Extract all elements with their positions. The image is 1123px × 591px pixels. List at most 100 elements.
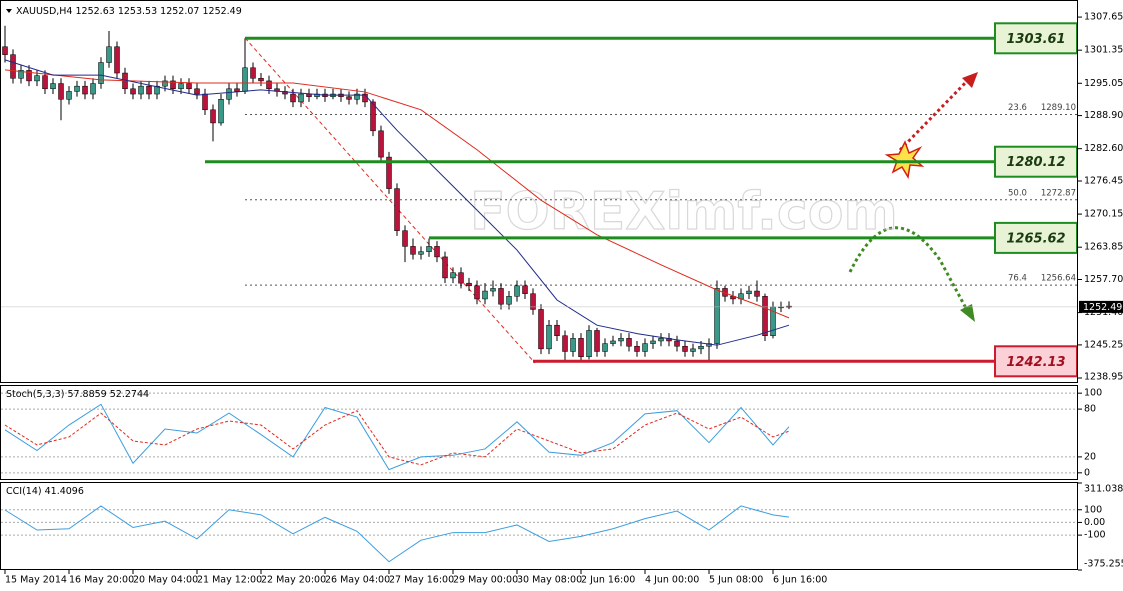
candle-body [66,91,72,100]
level-box [994,221,1078,254]
candle-body [162,80,168,87]
chart-header: XAUUSD,H4 1252.63 1253.53 1252.07 1252.4… [16,6,242,17]
candle-body [498,288,504,305]
y-tick-label: 1238.95 [1084,372,1123,383]
candle-body [226,88,232,100]
candle-body [714,288,720,344]
candle-body [306,93,312,97]
candle-body [210,109,216,124]
candle-body [114,46,120,74]
y-tick-label: 1245.25 [1084,339,1123,350]
candle-body [626,338,632,347]
candle-body [434,246,440,258]
candle-body [10,54,16,79]
last-high: 1253.53 [118,6,157,17]
candle-body [554,324,560,336]
x-tick-label: 4 Jun 00:00 [645,575,699,586]
candle-body [2,46,8,55]
y-tick-label: 311.0386 [1084,484,1123,495]
x-tick-label: 20 May 04:00 [133,575,198,586]
cci-title: CCI(14) [6,486,42,497]
candle-body [346,96,352,100]
candle-body [266,80,272,90]
last-close: 1252.49 [202,6,241,17]
x-tick-label: 5 Jun 08:00 [709,575,763,586]
candle-body [82,85,88,95]
level-box [994,22,1078,55]
y-tick-label: 1257.70 [1084,274,1123,285]
moving-average [4,69,790,319]
y-tick-label: 1307.65 [1084,12,1123,23]
x-tick-label: 21 May 12:00 [197,575,262,586]
indicator-line [4,505,790,563]
candle-body [634,345,640,352]
x-tick-label: 16 May 20:00 [69,575,134,586]
candle-body [18,70,24,79]
cci-header: CCI(14) 41.4096 [6,486,84,497]
down-arrow [848,226,970,313]
candle-body [570,338,576,352]
up-arrow [898,76,972,152]
price-box [1079,300,1123,313]
y-tick-label: -375.2554 [1084,559,1123,570]
y-tick-label: 1282.60 [1084,143,1123,154]
y-tick-label: 1295.05 [1084,78,1123,89]
level-label: 1265.62 [1006,231,1065,246]
candle-body [138,85,144,95]
fibo-price: 1289.10 [1041,103,1076,113]
y-tick-label: 100 [1084,504,1102,515]
candle-body [562,335,568,352]
stoch-k: 57.8859 [67,389,106,400]
candle-body [378,130,384,158]
y-tick-label: 80 [1084,404,1096,415]
y-tick-label: 1288.90 [1084,110,1123,121]
candle-body [34,75,40,82]
x-tick-label: 15 May 2014 [5,575,67,586]
menu-triangle [6,9,12,13]
candle-body [42,75,48,90]
candle-body [466,282,472,287]
candle-body [602,343,608,352]
level-label: 1242.13 [1006,355,1065,370]
candle-body [418,251,424,255]
y-tick-label: 0.00 [1084,517,1105,528]
candle-body [258,78,264,82]
level-box [994,145,1078,178]
candle-body [538,309,544,350]
candle-body [154,85,160,95]
candle-body [26,70,32,82]
candle-body [682,345,688,352]
candle-body [618,338,624,342]
candle-body [394,188,400,231]
y-tick-label: 0 [1084,467,1090,478]
up-arrow-head [962,72,978,88]
last-low: 1252.07 [160,6,199,17]
candle-body [74,85,80,92]
watermark: FOREXimf.com [470,182,898,242]
y-tick-label: 100 [1084,388,1102,399]
candle-body [106,46,112,63]
last-open: 1252.63 [76,6,115,17]
main-panel-frame [0,0,1078,383]
x-tick-label: 26 May 04:00 [325,575,390,586]
breakout-burst [884,140,925,180]
candle-body [674,340,680,347]
x-tick-label: 2 Jun 16:00 [581,575,635,586]
y-tick-label: 1270.15 [1084,209,1123,220]
candle-body [202,93,208,111]
candle-body [250,67,256,79]
candle-body [762,296,768,336]
candle-body [458,272,464,284]
candle-body [98,62,104,84]
stoch-d: 52.2744 [110,389,149,400]
stoch-title: Stoch(5,3,3) [6,389,64,400]
level-label: 1303.61 [1006,32,1065,47]
candle-body [482,290,488,300]
candle-body [170,80,176,90]
fibo-price: 1272.87 [1041,188,1076,198]
candle-body [370,101,376,132]
candle-body [290,93,296,103]
candle-body [594,330,600,352]
candle-body [586,330,592,357]
